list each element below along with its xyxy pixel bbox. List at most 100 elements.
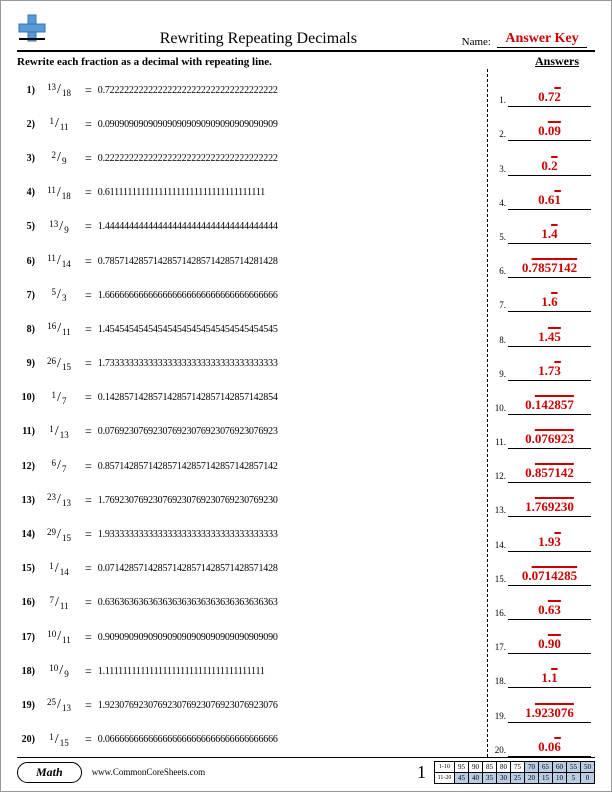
score-table: 1-109590858075706560555011-2045403530252…	[434, 761, 595, 784]
problem-number: 16)	[17, 597, 39, 608]
problem-number: 11)	[17, 426, 39, 437]
answer-value: 0.90	[508, 636, 591, 654]
fraction: 11/18	[39, 185, 79, 201]
fraction: 1/14	[39, 561, 79, 577]
answer-row: 2.0.09	[494, 107, 595, 141]
problem-row: 10)1/7=0.1428571428571428571428571428571…	[17, 381, 475, 415]
problem-row: 6)11/14 = 0.785714285714285714285714285714…	[17, 244, 475, 278]
answer-value: 1.93	[508, 534, 591, 552]
answer-value: 1.769230	[508, 499, 591, 517]
answer-value: 1.4	[508, 226, 591, 244]
equals-sign: =	[85, 185, 92, 200]
problem-number: 12)	[17, 461, 39, 472]
fraction: 1/13	[39, 424, 79, 440]
decimal-expansion: 1.666666666666666666666666666666666666	[98, 290, 278, 301]
answer-number: 9.	[494, 369, 508, 381]
problems-column: 1)13/18=0.722222222222222222222222222222…	[17, 69, 487, 757]
problem-row: 15)1/14=0.071428571428571428571428571428…	[17, 552, 475, 586]
answer-row: 6.0.7857142	[494, 244, 595, 278]
answer-number: 19.	[494, 711, 508, 723]
equals-sign: =	[85, 151, 92, 166]
answer-number: 4.	[494, 198, 508, 210]
answer-value: 1.6	[508, 294, 591, 312]
answer-value: 0.142857	[508, 397, 591, 415]
problem-row: 3)2/9=0.22222222222222222222222222222222…	[17, 141, 475, 175]
answer-value: 0.2	[508, 158, 591, 176]
header: Rewriting Repeating Decimals Name: Answe…	[17, 13, 595, 52]
problem-row: 14)29/15=1.93333333333333333333333333333…	[17, 517, 475, 551]
answer-row: 20.0.06	[494, 723, 595, 757]
problem-number: 5)	[17, 221, 39, 232]
answer-value: 0.09	[508, 123, 591, 141]
fraction: 1/15	[39, 732, 79, 748]
equals-sign: =	[85, 322, 92, 337]
decimal-expansion: 1.733333333333333333333333333333333333	[98, 358, 278, 369]
decimal-expansion: 0.066666666666666666666666666666666666	[98, 734, 278, 745]
problem-number: 14)	[17, 529, 39, 540]
problem-number: 2)	[17, 119, 39, 130]
fraction: 16/11	[39, 321, 79, 337]
fraction: 23/13	[39, 492, 79, 508]
equals-sign: =	[85, 254, 92, 269]
answer-row: 5.1.4	[494, 210, 595, 244]
equals-sign: =	[85, 527, 92, 542]
answer-number: 17.	[494, 642, 508, 654]
answer-value: 0.7857142	[508, 260, 591, 278]
problem-number: 8)	[17, 324, 39, 335]
decimal-expansion: 1.454545454545454545454545454545454545	[98, 324, 278, 335]
footer: Math www.CommonCoreSheets.com 1 1-109590…	[17, 757, 595, 784]
decimal-expansion: 0.909090909090909090909090909090909090	[98, 632, 278, 643]
decimal-expansion: 1.923076923076923076923076923076923076	[98, 700, 278, 711]
equals-sign: =	[85, 117, 92, 132]
instruction-row: Rewrite each fraction as a decimal with …	[17, 54, 595, 69]
problem-number: 4)	[17, 187, 39, 198]
decimal-expansion: 0.611111111111111111111111111111111111	[98, 187, 265, 198]
fraction: 1/7	[39, 390, 79, 406]
answer-row: 10.0.142857	[494, 381, 595, 415]
problem-row: 11)1/13=0.076923076923076923076923076923…	[17, 415, 475, 449]
answer-value: 0.0714285	[508, 568, 591, 586]
subject-badge: Math	[17, 762, 82, 783]
answers-heading: Answers	[535, 54, 579, 69]
equals-sign: =	[85, 630, 92, 645]
fraction: 25/13	[39, 697, 79, 713]
fraction: 7/11	[39, 595, 79, 611]
fraction: 11/14	[39, 253, 79, 269]
answer-number: 12.	[494, 471, 508, 483]
decimal-expansion: 0.142857142857142857142857142857142854	[98, 392, 278, 403]
decimal-expansion: 0.636363636363636363636363636363636363	[98, 597, 278, 608]
problem-row: 7)5/3=1.66666666666666666666666666666666…	[17, 278, 475, 312]
problem-number: 6)	[17, 256, 39, 267]
answer-number: 11.	[494, 437, 508, 449]
answer-number: 15.	[494, 574, 508, 586]
decimal-expansion: 1.769230769230769230769230769230769230	[98, 495, 278, 506]
fraction: 26/15	[39, 356, 79, 372]
page-number: 1	[417, 762, 426, 783]
answer-value: 0.857142	[508, 465, 591, 483]
problem-number: 13)	[17, 495, 39, 506]
problem-number: 19)	[17, 700, 39, 711]
answer-number: 7.	[494, 300, 508, 312]
fraction: 10/11	[39, 629, 79, 645]
decimal-expansion: 0.222222222222222222222222222222222222	[98, 153, 278, 164]
instruction-text: Rewrite each fraction as a decimal with …	[17, 56, 272, 68]
problem-number: 9)	[17, 358, 39, 369]
answer-value: 1.923076	[508, 705, 591, 723]
problem-row: 17)10/11=0.90909090909090909090909090909…	[17, 620, 475, 654]
answer-row: 9.1.73	[494, 347, 595, 381]
answer-row: 14.1.93	[494, 517, 595, 551]
decimal-expansion: 0.071428571428571428571428571428571428	[98, 563, 278, 574]
problem-row: 18)10/9=1.111111111111111111111111111111…	[17, 654, 475, 688]
answer-value: 1.1	[508, 670, 591, 688]
problem-number: 20)	[17, 734, 39, 745]
problem-row: 12)6/7=0.8571428571428571428571428571428…	[17, 449, 475, 483]
answer-row: 17.0.90	[494, 620, 595, 654]
answer-value: 1.45	[508, 329, 591, 347]
answers-column: 1.0.722.0.093.0.24.0.615.1.46.0.78571427…	[487, 69, 595, 757]
answer-number: 18.	[494, 676, 508, 688]
answer-row: 15.0.0714285	[494, 552, 595, 586]
answer-row: 18.1.1	[494, 654, 595, 688]
fraction: 13/9	[39, 219, 79, 235]
equals-sign: =	[85, 288, 92, 303]
decimal-expansion: 0.785714285714285714285714285714281428	[98, 256, 278, 267]
